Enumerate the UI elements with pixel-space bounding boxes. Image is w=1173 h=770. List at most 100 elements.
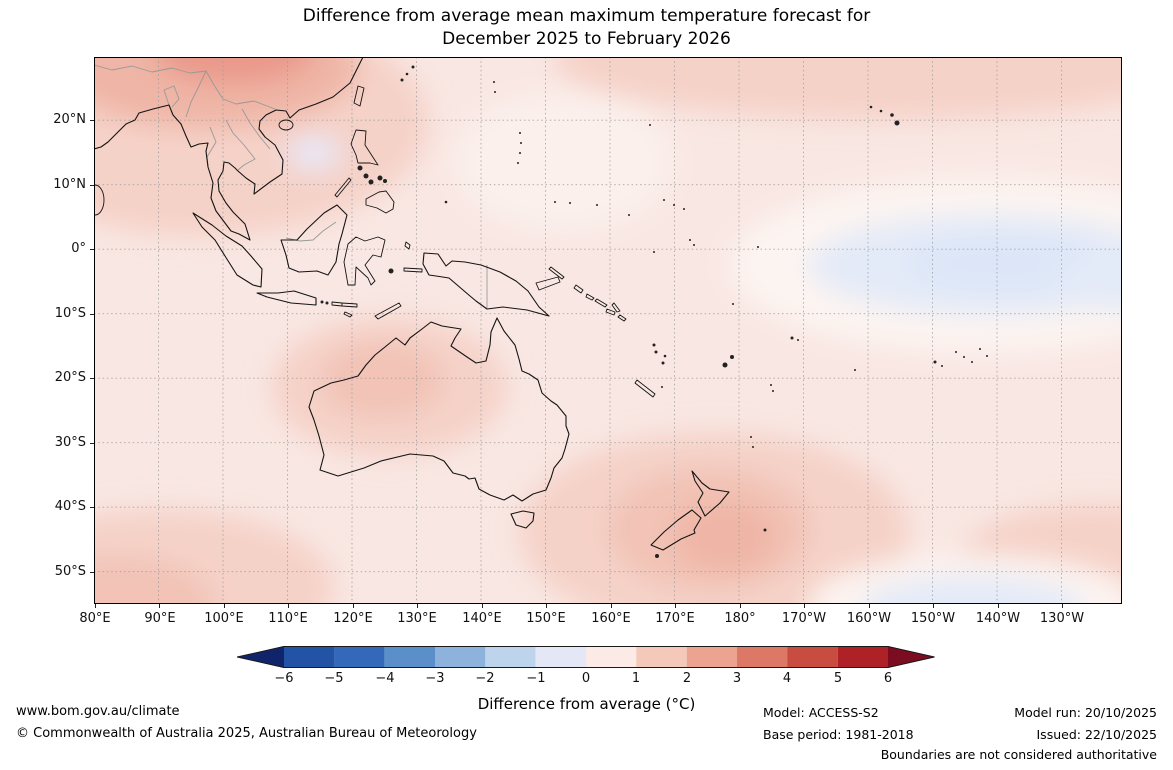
- map-frame: [94, 57, 1122, 604]
- coastline-sulawesi: [343, 236, 386, 286]
- coastline-new-britain: [535, 276, 561, 291]
- coastline-palawan: [334, 177, 352, 198]
- footer-disclaimer: Boundaries are not considered authoritat…: [880, 747, 1157, 762]
- anomaly-east-asia-warm-core: [155, 57, 313, 84]
- x-tick-mark: [288, 604, 289, 608]
- lat-tick-label: 10°S: [54, 306, 86, 321]
- colorbar-over-arrow: [888, 646, 935, 668]
- lat-tick-label: 0°: [71, 241, 86, 256]
- anomaly-east-pacific-cool-ext: [1054, 247, 1122, 311]
- footer-model: Model: ACCESS-S2: [763, 705, 879, 720]
- lon-tick-label: 140°W: [975, 611, 1021, 626]
- anomaly-indochina-cool: [287, 136, 341, 170]
- coastlines-layer: [94, 57, 730, 551]
- anomaly-sw-indian-core: [94, 557, 214, 604]
- colorbar-segment: [334, 646, 385, 668]
- coastline-borneo: [280, 204, 348, 276]
- figure-title-line2: December 2025 to February 2026: [442, 29, 731, 49]
- colorbar-segment: [737, 646, 788, 668]
- footer-website: www.bom.gov.au/climate: [16, 704, 180, 719]
- map-canvas: [94, 57, 1122, 604]
- coastline-java: [256, 290, 317, 306]
- anomaly-north-pacific-wide: [554, 57, 1122, 120]
- island-dots-layer: [320, 65, 988, 558]
- border-china-south: [205, 70, 276, 110]
- lon-tick-label: 160°E: [591, 611, 631, 626]
- lon-tick-label: 130°W: [1039, 611, 1085, 626]
- lon-tick-label: 160°W: [846, 611, 892, 626]
- x-tick-mark: [1062, 604, 1063, 608]
- colorbar-segment: [686, 646, 738, 668]
- border-bangladesh: [163, 85, 180, 108]
- lat-tick-label: 40°S: [54, 499, 86, 514]
- lon-tick-label: 170°E: [655, 611, 695, 626]
- coastline-new-caledonia: [634, 379, 656, 398]
- colorbar-segment: [787, 646, 838, 668]
- colorbar-tick: 4: [782, 671, 792, 686]
- coastline-taiwan: [353, 85, 365, 107]
- colorbar-segment: [535, 646, 587, 668]
- x-tick-mark: [998, 604, 999, 608]
- footer-base-period: Base period: 1981-2018: [763, 727, 914, 742]
- lon-tick-label: 150°W: [910, 611, 956, 626]
- y-tick-mark: [90, 507, 94, 508]
- x-tick-mark: [804, 604, 805, 608]
- coastline-nz-south-island: [650, 509, 702, 551]
- lat-tick-label: 20°S: [54, 370, 86, 385]
- x-tick-mark: [353, 604, 354, 608]
- coastline-luzon: [350, 129, 379, 166]
- x-tick-mark: [546, 604, 547, 608]
- colorbar-tick: −4: [375, 671, 395, 686]
- lon-tick-label: 170°W: [781, 611, 827, 626]
- colorbar-tick: −3: [425, 671, 445, 686]
- anomaly-australia-core: [320, 342, 444, 418]
- figure-title-line1: Difference from average mean maximum tem…: [302, 6, 871, 26]
- colorbar-tick: 5: [833, 671, 843, 686]
- x-tick-mark: [482, 604, 483, 608]
- lon-tick-label: 120°E: [333, 611, 373, 626]
- x-tick-mark: [740, 604, 741, 608]
- colorbar-tick: −5: [324, 671, 344, 686]
- footer-issued: Issued: 22/10/2025: [1036, 727, 1158, 742]
- colorbar-tick: 0: [581, 671, 591, 686]
- colorbar-segment: [586, 646, 637, 668]
- lat-tick-label: 20°N: [53, 112, 86, 127]
- coastline-solomons: [585, 293, 627, 322]
- y-tick-mark: [90, 443, 94, 444]
- border-india-myanmar: [185, 70, 207, 118]
- colorbar-tick: −6: [274, 671, 294, 686]
- lon-tick-label: 80°E: [79, 611, 111, 626]
- colorbar-tick: −2: [475, 671, 495, 686]
- coastline-bougainville: [573, 284, 584, 294]
- coastline-new-ireland: [548, 266, 565, 280]
- x-tick-mark: [95, 604, 96, 608]
- colorbar-canvas: [236, 646, 935, 668]
- lon-tick-label: 130°E: [397, 611, 437, 626]
- y-tick-mark: [90, 314, 94, 315]
- coastline-lesser-sunda: [331, 301, 402, 320]
- lon-tick-label: 100°E: [204, 611, 244, 626]
- colorbar-segment: [435, 646, 486, 668]
- y-tick-mark: [90, 378, 94, 379]
- lon-tick-label: 150°E: [526, 611, 566, 626]
- border-himalaya: [94, 64, 207, 74]
- y-tick-mark: [90, 249, 94, 250]
- colorbar-label: Difference from average (°C): [477, 695, 696, 713]
- x-tick-mark: [933, 604, 934, 608]
- colorbar-segment: [636, 646, 687, 668]
- lon-tick-label: 90°E: [144, 611, 176, 626]
- colorbar-tick: 1: [631, 671, 641, 686]
- coastline-hainan: [278, 119, 294, 131]
- colorbar-segment: [485, 646, 536, 668]
- map-plot: [94, 57, 1122, 604]
- anomaly-field-layer: [94, 57, 1122, 604]
- colorbar-outline: [236, 646, 935, 668]
- x-tick-mark: [159, 604, 160, 608]
- footer-model-run: Model run: 20/10/2025: [1014, 705, 1157, 720]
- border-laos-vietnam: [241, 108, 271, 150]
- y-tick-mark: [90, 572, 94, 573]
- lon-tick-label: 140°E: [462, 611, 502, 626]
- x-tick-mark: [675, 604, 676, 608]
- anomaly-se-bottom-cool: [861, 577, 1083, 604]
- colorbar-segment: [837, 646, 889, 668]
